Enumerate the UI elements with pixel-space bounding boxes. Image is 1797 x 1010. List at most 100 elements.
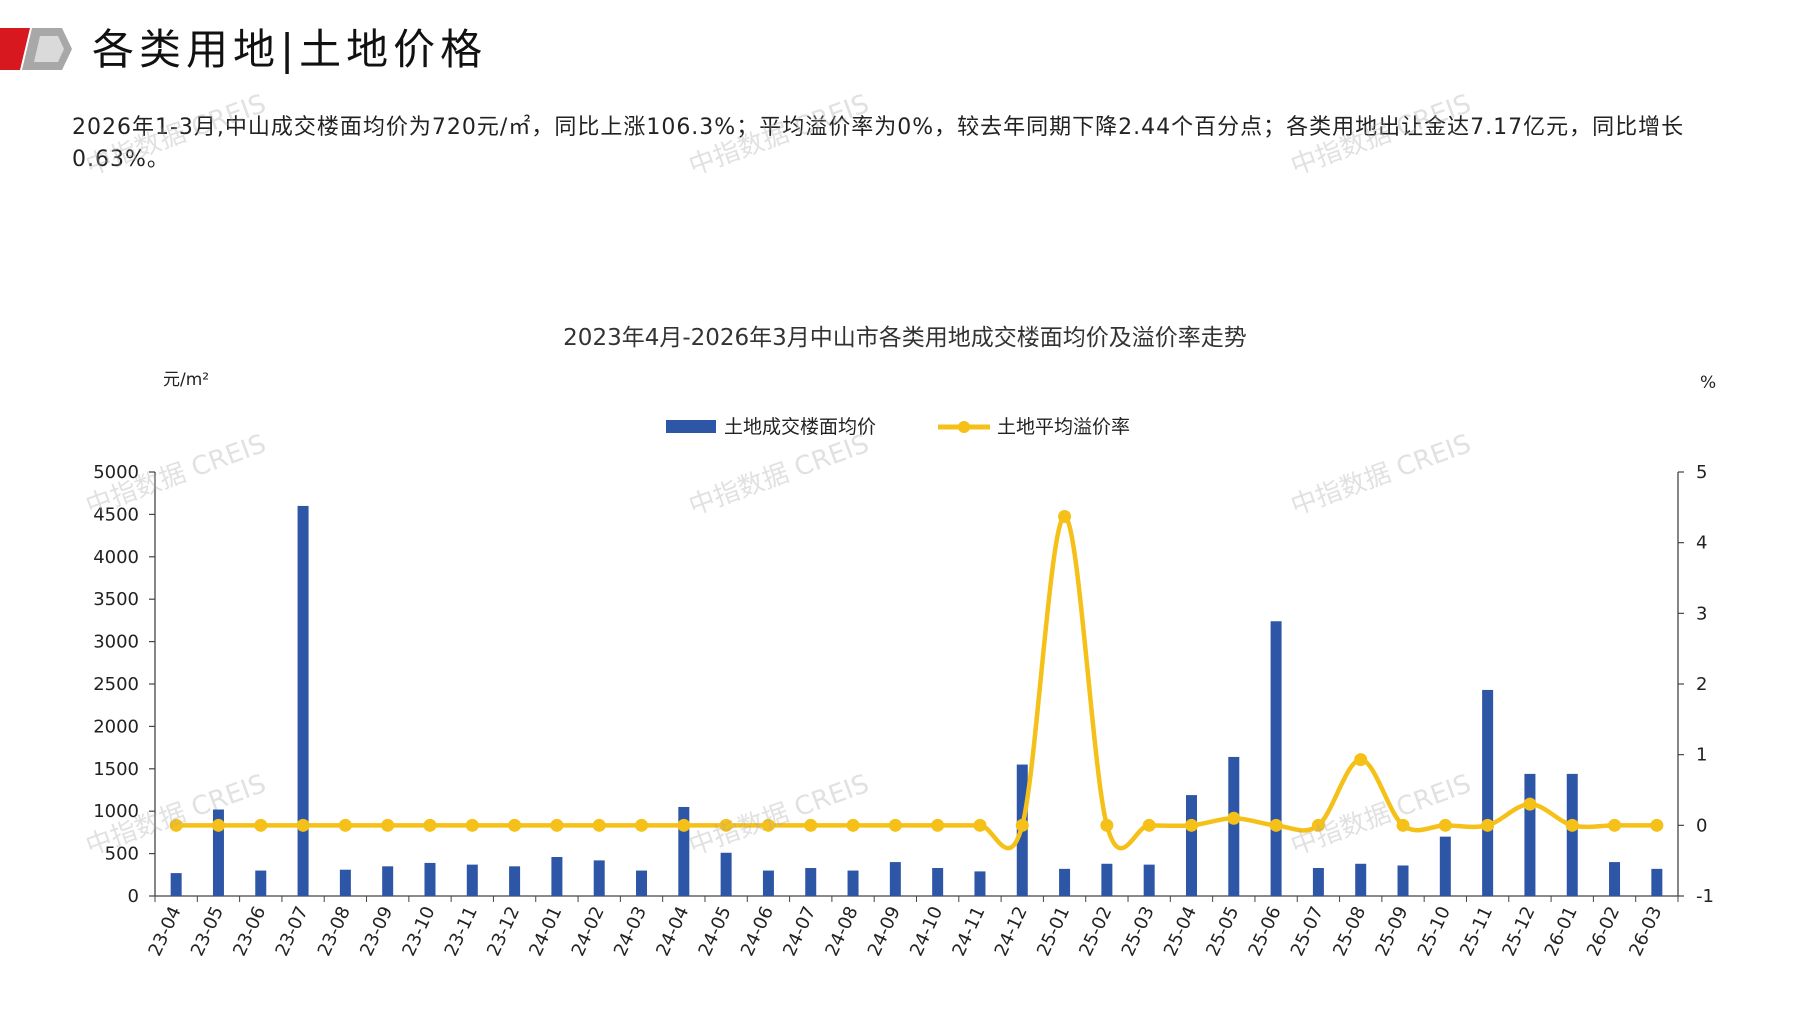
page-title: 各类用地|土地价格	[92, 25, 488, 74]
line-point	[719, 818, 733, 832]
x-tick-label: 25-11	[1456, 903, 1497, 959]
x-tick-label: 25-04	[1160, 903, 1201, 959]
bar	[1524, 773, 1536, 896]
legend-bar-label: 土地成交楼面均价	[724, 416, 876, 438]
line-point	[1142, 818, 1156, 832]
axes: 0 500 1000 1500 2000 2500 3000 3500 4000 4500 5000…	[93, 462, 1714, 907]
bar	[255, 870, 267, 896]
y-tick-label-left: 2000	[93, 716, 139, 737]
x-tick-label: 25-02	[1075, 903, 1116, 959]
x-tick-label: 24-11	[948, 903, 989, 959]
y-tick-label-left: 3000	[93, 632, 139, 653]
bar	[974, 871, 986, 896]
x-tick-label: 25-09	[1371, 903, 1412, 959]
y-tick-label-right: 0	[1696, 815, 1707, 836]
x-tick-label: 24-08	[821, 903, 862, 959]
x-tick-label: 26-03	[1625, 903, 1666, 959]
line-point	[465, 818, 479, 832]
line-point	[1650, 818, 1664, 832]
bar	[297, 505, 309, 896]
y-tick-label-left: 2500	[93, 674, 139, 695]
x-tick-label: 24-04	[652, 903, 693, 959]
y-tick-label-right: 2	[1696, 674, 1707, 695]
line-point	[254, 818, 268, 832]
logo-light-shape	[34, 36, 64, 62]
line-point	[1269, 818, 1283, 832]
x-tick-label: 26-02	[1583, 903, 1624, 959]
line-point	[1396, 818, 1410, 832]
brand-logo	[0, 28, 72, 70]
bar	[1228, 756, 1240, 896]
line-point	[550, 818, 564, 832]
y-tick-label-left: 5000	[93, 462, 139, 483]
bar	[382, 866, 394, 896]
legend: 土地成交楼面均价 土地平均溢价率	[666, 416, 1130, 438]
x-tick-label: 25-08	[1329, 903, 1370, 959]
y-tick-label-right: 4	[1696, 533, 1707, 554]
y-tick-label-right: 5	[1696, 462, 1707, 483]
line-point	[973, 818, 987, 832]
x-tick-label: 23-04	[145, 903, 186, 959]
bar	[1355, 863, 1367, 896]
line-point	[338, 818, 352, 832]
bar	[339, 869, 351, 896]
line-point	[1565, 818, 1579, 832]
bar	[212, 809, 224, 896]
y-tick-label-left: 500	[105, 844, 139, 865]
x-tick-label: 23-06	[229, 903, 270, 959]
line-point	[804, 818, 818, 832]
line-point	[1227, 811, 1241, 825]
y-tick-label-left: 1000	[93, 801, 139, 822]
y-tick-label-left: 0	[128, 886, 139, 907]
x-axis-ticks: 23-04 23-05 23-06 23-07 23-08 23-09 23-10 23-11…	[145, 896, 1679, 960]
line-point	[423, 818, 437, 832]
x-tick-label: 25-06	[1244, 903, 1285, 959]
bar	[1609, 862, 1621, 896]
legend-line-marker	[958, 421, 970, 433]
x-tick-label: 25-10	[1414, 903, 1455, 959]
bar	[1270, 621, 1282, 896]
line-point	[1438, 818, 1452, 832]
y-tick-label-left: 3500	[93, 589, 139, 610]
bar	[1439, 836, 1451, 896]
x-tick-label: 25-07	[1287, 903, 1328, 959]
bar-series	[170, 505, 1663, 896]
bar	[551, 856, 563, 896]
line-point	[169, 818, 183, 832]
bar	[678, 806, 690, 896]
x-tick-label: 24-01	[525, 903, 566, 959]
line-point	[1058, 510, 1072, 524]
line-point	[1015, 818, 1029, 832]
line-point	[381, 818, 395, 832]
x-tick-label: 23-12	[483, 903, 524, 959]
summary-text: 2026年1-3月,中山成交楼面均价为720元/㎡，同比上涨106.3%；平均溢…	[72, 115, 1685, 172]
line-point	[677, 818, 691, 832]
bar	[762, 870, 774, 896]
bar	[805, 868, 817, 896]
line-point	[211, 818, 225, 832]
y-tick-label-right: 1	[1696, 745, 1707, 766]
y-tick-label-left: 4000	[93, 547, 139, 568]
line-point	[888, 818, 902, 832]
line-point	[592, 818, 606, 832]
line-point	[1311, 818, 1325, 832]
line-point	[1184, 818, 1198, 832]
line-point	[761, 818, 775, 832]
bar	[1185, 795, 1197, 896]
x-tick-label: 23-08	[314, 903, 355, 959]
x-tick-label: 25-03	[1118, 903, 1159, 959]
x-tick-label: 24-07	[779, 903, 820, 959]
bar	[593, 860, 605, 896]
bar	[466, 864, 478, 896]
bar	[847, 870, 859, 896]
line-series	[169, 510, 1664, 851]
legend-line-label: 土地平均溢价率	[997, 416, 1130, 438]
line-point	[1354, 753, 1368, 767]
chart-title: 2023年4月-2026年3月中山市各类用地成交楼面均价及溢价率走势	[563, 325, 1247, 351]
x-tick-label: 26-01	[1541, 903, 1582, 959]
x-tick-label: 23-11	[441, 903, 482, 959]
line-point	[635, 818, 649, 832]
x-tick-label: 25-01	[1033, 903, 1074, 959]
legend-bar-swatch	[666, 420, 716, 433]
